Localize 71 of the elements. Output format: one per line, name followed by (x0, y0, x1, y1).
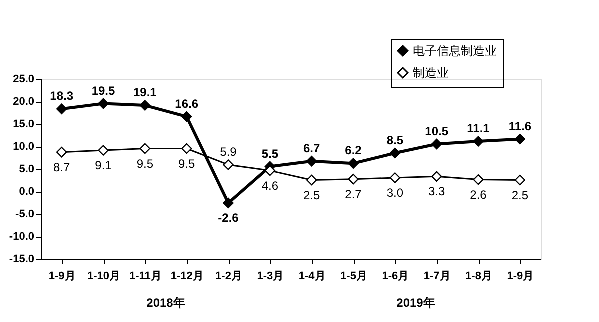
point (181, 143, 192, 154)
data-label: 8.7 (53, 160, 70, 174)
data-label: 5.9 (220, 144, 238, 159)
data-label: 4.6 (262, 178, 279, 193)
data-label: 6.7 (303, 141, 320, 156)
data-label: 18.3 (50, 89, 74, 104)
data-label: -2.6 (218, 211, 240, 226)
x-tick-label: 1-5月 (340, 270, 368, 282)
data-label: 11.6 (508, 119, 532, 134)
text: 2018年 (146, 296, 186, 310)
y-tick-label: -10.0 (9, 231, 34, 243)
data-label: 8.5 (386, 133, 404, 148)
point (98, 98, 109, 110)
data-label: 9.5 (136, 156, 154, 171)
data-label: 5.5 (262, 146, 279, 161)
y-tick-label: 5.0 (19, 164, 34, 176)
y-tick-label: -15.0 (9, 254, 34, 266)
data-label: 3.0 (386, 186, 404, 200)
point (56, 147, 68, 158)
data-label: 19.1 (133, 86, 158, 100)
y-tick-label: 10.0 (13, 141, 34, 153)
x-tick-label: 1-9月 (507, 270, 534, 282)
y-tick-label: 0.0 (19, 186, 34, 198)
point (473, 136, 484, 147)
x-tick-label: 1-6月 (382, 270, 410, 282)
point (56, 104, 68, 114)
x-tick-label: 1-10月 (87, 270, 121, 282)
data-label: 9.1 (95, 158, 112, 173)
legend-label: 制造业 (413, 66, 449, 80)
point (431, 171, 442, 182)
y-tick-label: 15.0 (13, 118, 34, 130)
y-tick-label: -5.0 (16, 208, 34, 220)
point (140, 100, 151, 111)
x-tick-label: 1-11月 (129, 270, 162, 282)
x-tick-label: 1-9月 (48, 270, 76, 282)
x-tick-label: 1-7月 (424, 270, 451, 282)
point (306, 174, 318, 186)
data-label: 2.5 (303, 188, 320, 202)
data-label: 11.1 (467, 122, 490, 136)
x-tick-label: 1-8月 (466, 270, 492, 282)
point (140, 143, 151, 154)
data-label: 2.5 (512, 188, 529, 202)
point (514, 174, 526, 186)
point (348, 158, 359, 169)
point (181, 111, 192, 122)
point (223, 160, 234, 170)
data-label: 10.5 (425, 124, 449, 138)
point (390, 172, 401, 184)
point (306, 156, 318, 167)
point (348, 174, 359, 185)
data-label: 6.2 (345, 144, 362, 158)
data-label: 9.5 (178, 156, 196, 171)
legend-label: 电子信息制造业 (413, 44, 497, 58)
data-label: 2.7 (345, 187, 362, 202)
x-tick-label: 1-3月 (257, 270, 284, 282)
y-tick-label: 20.0 (13, 96, 34, 108)
text: 2019年 (396, 296, 436, 310)
y-tick-label: 25.0 (13, 74, 34, 86)
point (473, 174, 484, 186)
data-label: 16.6 (175, 96, 199, 111)
point (514, 134, 526, 145)
point (431, 138, 442, 150)
x-tick-label: 1-4月 (298, 270, 326, 282)
point (98, 145, 109, 156)
x-tick-label: 1-12月 (170, 270, 204, 282)
point (223, 198, 234, 209)
x-tick-label: 1-2月 (216, 270, 242, 282)
data-label: 2.6 (470, 188, 488, 202)
data-label: 19.5 (92, 84, 116, 98)
point (390, 148, 401, 159)
data-label: 3.3 (428, 184, 446, 199)
